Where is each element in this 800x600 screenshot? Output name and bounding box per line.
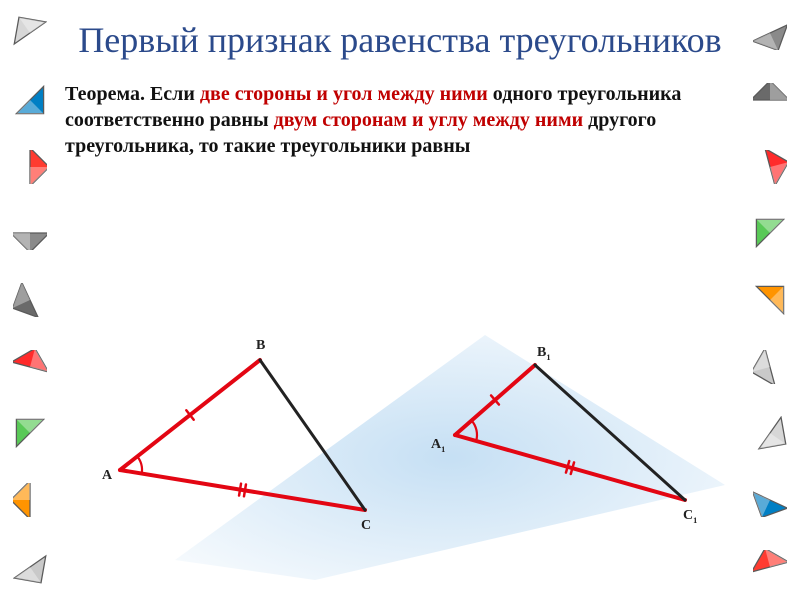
label-A1: A1	[431, 437, 445, 454]
border-triangle-icon	[13, 416, 47, 450]
theorem-text: Теорема. Если две стороны и угол между н…	[65, 81, 735, 159]
border-triangle-icon	[13, 83, 47, 117]
page-title: Первый признак равенства треугольников	[65, 20, 735, 61]
label-B: B	[256, 338, 265, 354]
motion-sweep	[175, 335, 725, 580]
label-B1: B1	[537, 345, 551, 362]
border-triangle-icon	[13, 16, 47, 50]
tick-mark	[239, 484, 241, 496]
theorem-prefix: Теорема.	[65, 83, 145, 105]
theorem-em1: две стороны и угол между ними	[200, 83, 488, 105]
border-triangle-icon	[753, 16, 787, 50]
border-triangle-icon	[753, 483, 787, 517]
border-triangle-icon	[13, 216, 47, 250]
border-triangle-icon	[753, 216, 787, 250]
border-triangle-icon	[753, 150, 787, 184]
border-triangle-icon	[753, 83, 787, 117]
congruence-diagram: A B C A1 B1 C1	[65, 290, 735, 590]
border-triangle-icon	[13, 350, 47, 384]
border-triangle-icon	[753, 350, 787, 384]
border-triangle-icon	[13, 483, 47, 517]
label-C1: C1	[683, 508, 697, 525]
label-A: A	[102, 468, 112, 484]
border-triangle-icon	[13, 150, 47, 184]
theorem-em2: двум сторонам и углу между ними	[274, 109, 583, 131]
border-triangle-icon	[753, 416, 787, 450]
border-triangle-icon	[13, 283, 47, 317]
border-triangle-icon	[753, 283, 787, 317]
tick-mark	[244, 484, 246, 496]
border-triangle-icon	[13, 550, 47, 584]
label-C: C	[361, 518, 371, 534]
border-triangle-icon	[753, 550, 787, 584]
